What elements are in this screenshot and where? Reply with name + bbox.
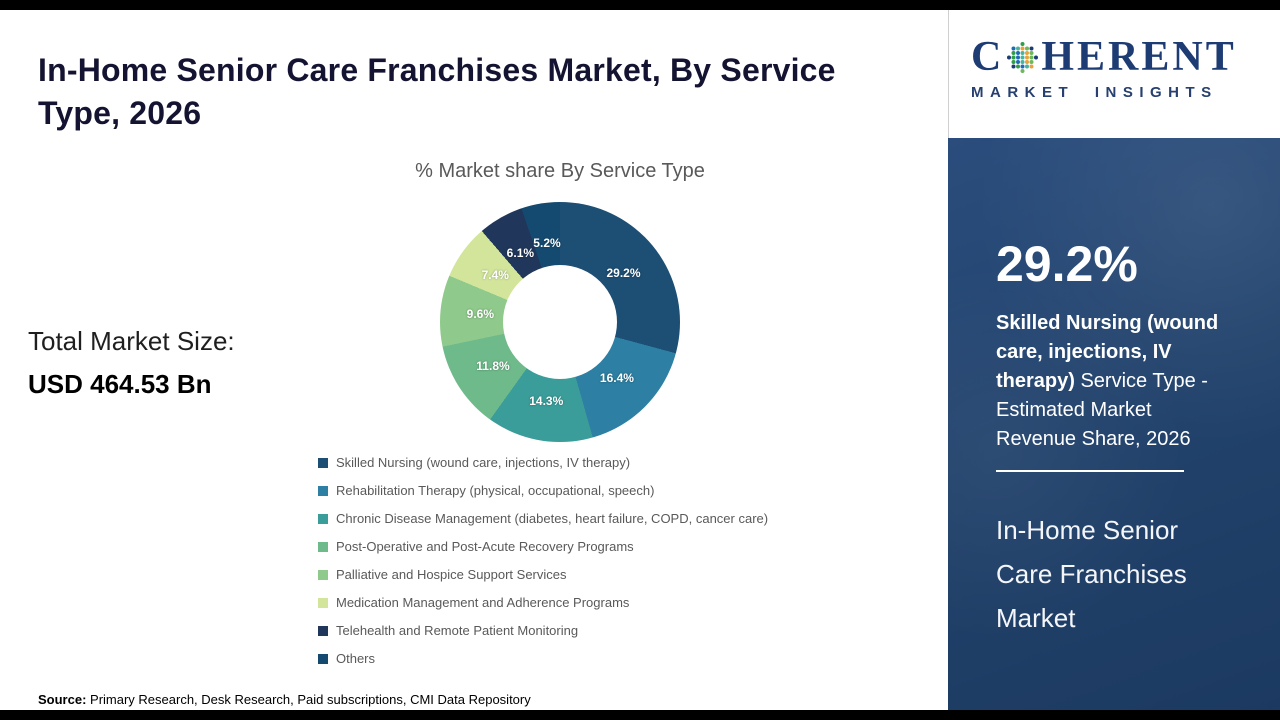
legend-marker [318,625,328,636]
brand-logo: C HERENT MARKET INSIGHTS [948,10,1280,138]
total-market-size: Total Market Size: USD 464.53 Bn [28,326,235,400]
page-title: In-Home Senior Care Franchises Market, B… [38,52,836,131]
legend-item: Medication Management and Adherence Prog… [318,595,768,610]
legend-marker [318,569,328,580]
legend-item: Skilled Nursing (wound care, injections,… [318,455,768,470]
legend-marker [318,541,328,552]
chart-title: % Market share By Service Type [415,160,705,182]
legend-marker [318,597,328,608]
donut-hole [503,265,617,379]
bottom-border-strip [0,710,1280,720]
slice-label: 5.2% [533,236,561,251]
market-name: In-Home Senior Care Franchises Market [996,514,1187,633]
slice-label: 29.2% [606,266,641,281]
slice-label: 6.1% [506,245,535,260]
slice-label: 16.4% [599,371,634,386]
top-border-strip [0,0,1280,10]
legend-item: Others [318,651,768,666]
donut-wrap: 29.2% 16.4% 14.3% 11.8% 9.6% 7.4% 6.1% 5.2% [440,202,680,442]
legend-label: Palliative and Hospice Support Services [336,567,567,582]
total-market-size-label: Total Market Size: [28,326,235,356]
legend-marker [318,513,328,524]
logo-globe-icon [1007,41,1039,73]
legend-label: Telehealth and Remote Patient Monitoring [336,623,579,638]
legend-label: Others [336,651,376,666]
legend-marker [318,485,328,496]
total-market-size-value: USD 464.53 Bn [28,369,212,399]
slice-label: 7.4% [481,267,509,282]
legend-item: Rehabilitation Therapy (physical, occupa… [318,483,768,498]
legend-item: Palliative and Hospice Support Services [318,567,768,582]
slice-label: 9.6% [466,307,495,322]
source-line: Source: Primary Research, Desk Research,… [38,692,531,707]
logo-letter-c: C [971,34,1005,80]
legend-item: Telehealth and Remote Patient Monitoring [318,623,768,638]
highlight-description: Skilled Nursing (wound care, injections,… [996,309,1236,454]
logo-wordmark: C HERENT [971,36,1280,78]
logo-tagline: MARKET INSIGHTS [971,84,1218,101]
highlight-bold-text: Skilled Nursing (wound care, injections,… [996,311,1219,392]
side-highlight-panel: 29.2% Skilled Nursing (wound care, injec… [948,138,1280,710]
legend-label: Skilled Nursing (wound care, injections,… [336,455,631,470]
legend-item: Chronic Disease Management (diabetes, he… [318,511,768,526]
legend-label: Medication Management and Adherence Prog… [336,595,630,610]
highlight-value: 29.2% [996,236,1138,292]
highlight-rest-text: Service Type - Estimated Market Revenue … [996,369,1208,450]
highlight-divider [996,469,1184,472]
legend-item: Post-Operative and Post-Acute Recovery P… [318,539,768,554]
legend-label: Chronic Disease Management (diabetes, he… [336,511,769,526]
legend-marker [318,457,328,468]
legend-label: Rehabilitation Therapy (physical, occupa… [336,483,655,498]
slice-label: 14.3% [529,393,564,408]
legend-marker [318,653,328,664]
source-text: Primary Research, Desk Research, Paid su… [90,692,531,707]
slice-label: 11.8% [476,358,510,373]
chart-legend: Skilled Nursing (wound care, injections,… [318,455,768,666]
source-label: Source: [38,692,87,707]
logo-word-rest: HERENT [1041,34,1237,80]
legend-label: Post-Operative and Post-Acute Recovery P… [336,539,634,554]
